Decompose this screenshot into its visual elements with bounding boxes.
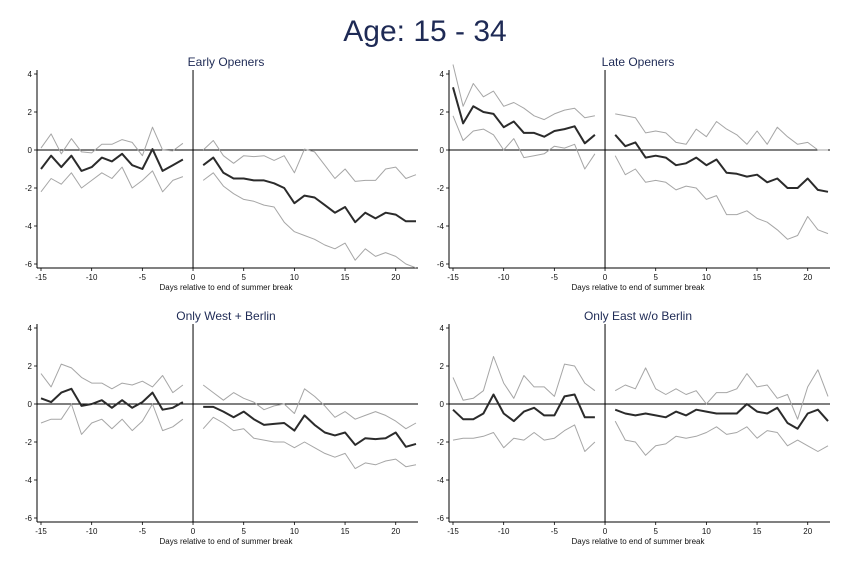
x-tick-label: 0 [603,273,608,282]
x-tick-label: 0 [191,273,196,282]
x-tick-label: 10 [290,527,299,536]
lower-bound-line-before [452,115,596,170]
lower-bound-line-before [40,166,184,193]
x-tick-label: 20 [803,527,812,536]
panel-title: Early Openers [188,55,265,69]
y-tick-label: -4 [25,476,33,485]
upper-bound-line-after [202,140,417,182]
x-tick-label: -5 [139,273,147,282]
x-tick-label: -15 [447,273,459,282]
x-axis-label: Days relative to end of summer break [572,537,706,546]
lower-bound-line-after [202,172,417,269]
x-tick-label: 15 [753,527,762,536]
x-tick-label: 20 [391,273,400,282]
upper-bound-line-before [452,64,595,121]
lower-bound-line-after [614,155,829,240]
y-tick-label: 0 [28,400,33,409]
lower-bound-line-before [40,403,184,435]
upper-bound-line-before [40,363,184,394]
x-tick-label: 15 [753,273,762,282]
x-tick-label: 10 [702,527,711,536]
x-tick-label: 5 [653,527,658,536]
upper-bound-line-after [615,113,828,151]
lower-bound-line-after [614,420,829,456]
y-tick-label: 0 [28,146,33,155]
y-tick-label: -2 [437,184,445,193]
x-tick-label: 15 [341,273,350,282]
x-tick-label: 15 [341,527,350,536]
x-tick-label: 20 [803,273,812,282]
y-tick-label: 2 [440,362,445,371]
x-tick-label: -15 [447,527,459,536]
y-tick-label: 2 [440,108,445,117]
y-tick-label: 4 [28,324,33,333]
x-tick-label: 5 [241,527,246,536]
x-tick-label: -10 [498,527,510,536]
estimate-line-before [40,387,184,411]
y-tick-label: -6 [437,514,445,523]
figure-title: Age: 15 - 34 [343,15,506,48]
panel-title: Only West + Berlin [176,309,275,323]
y-tick-label: 0 [440,400,445,409]
x-tick-label: 5 [653,273,658,282]
x-tick-label: 5 [241,273,246,282]
estimate-line-before [452,87,596,145]
y-tick-label: 0 [440,146,445,155]
x-tick-label: -15 [35,527,47,536]
x-tick-label: -15 [35,273,47,282]
x-tick-label: 0 [603,527,608,536]
y-tick-label: 2 [28,362,33,371]
x-axis-label: Days relative to end of summer break [160,283,294,292]
lower-bound-line-after [202,416,417,470]
y-tick-label: -2 [437,438,445,447]
x-tick-label: 20 [391,527,400,536]
y-tick-label: -2 [25,438,33,447]
x-tick-label: -5 [551,527,559,536]
upper-bound-line-after [614,367,829,420]
estimate-line-before [40,148,184,172]
x-tick-label: -10 [86,527,98,536]
estimate-line-after [203,405,417,448]
upper-bound-line-after [202,384,417,430]
x-tick-label: -5 [139,527,147,536]
panel-only-west-berlin: Only West + Berlin Days relative to end … [25,309,418,546]
y-tick-label: -6 [25,260,33,269]
estimate-line-after [614,134,829,193]
y-tick-label: -4 [437,476,445,485]
y-tick-label: 4 [28,70,33,79]
upper-bound-line-before [40,126,184,157]
x-tick-label: 0 [191,527,196,536]
x-tick-label: -5 [551,273,559,282]
x-axis-label: Days relative to end of summer break [160,537,294,546]
y-tick-label: -4 [25,222,33,231]
panel-title: Only East w/o Berlin [584,309,692,323]
estimate-line-after [614,403,829,430]
lower-bound-line-before [452,424,596,452]
panel-title: Late Openers [602,55,675,69]
y-tick-label: -6 [25,514,33,523]
y-tick-label: 4 [440,324,445,333]
x-tick-label: 10 [702,273,711,282]
upper-bound-line-before [452,356,596,401]
x-tick-label: -10 [86,273,98,282]
panel-late-openers: Late Openers Days relative to end of sum… [437,55,830,292]
estimate-line-after [202,156,416,224]
x-axis-label: Days relative to end of summer break [572,283,706,292]
y-tick-label: -2 [25,184,33,193]
panel-only-east-without-berlin: Only East w/o Berlin Days relative to en… [437,309,830,546]
y-tick-label: -6 [437,260,445,269]
y-tick-label: 2 [28,108,33,117]
estimate-line-before [452,393,595,423]
y-tick-label: 4 [440,70,445,79]
panel-early-openers: Early Openers Days relative to end of su… [25,55,418,292]
x-tick-label: 10 [290,273,299,282]
x-tick-label: -10 [498,273,510,282]
y-tick-label: -4 [437,222,445,231]
